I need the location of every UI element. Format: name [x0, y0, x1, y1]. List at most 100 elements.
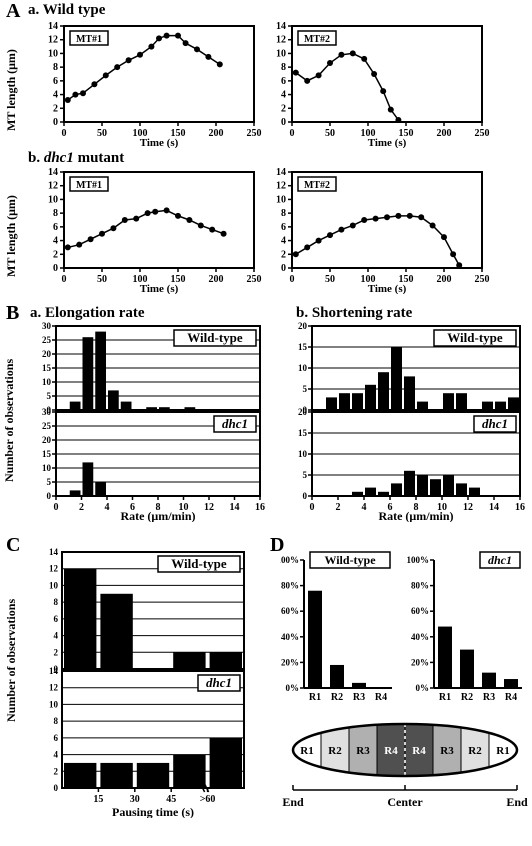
panel-a-sub-b-suffix: mutant: [74, 150, 124, 166]
svg-text:4: 4: [281, 236, 286, 247]
svg-text:0: 0: [281, 117, 286, 128]
svg-text:dhc1: dhc1: [206, 675, 232, 690]
panel-b-letter: B: [6, 302, 19, 325]
svg-text:80%: 80%: [411, 581, 429, 591]
svg-text:10: 10: [42, 377, 52, 387]
panel-a-sub-b-prefix: b.: [28, 150, 44, 166]
svg-text:8: 8: [54, 716, 59, 726]
svg-text:4: 4: [54, 631, 59, 641]
svg-text:14: 14: [230, 502, 240, 513]
panel-b-sub-a-label: a. Elongation rate: [30, 305, 145, 322]
svg-text:Time (s): Time (s): [140, 283, 179, 294]
svg-text:MT#1: MT#1: [76, 180, 102, 191]
svg-text:30: 30: [42, 322, 52, 331]
svg-text:2: 2: [336, 502, 341, 513]
svg-text:4: 4: [281, 90, 286, 101]
svg-text:R1: R1: [300, 745, 313, 757]
svg-text:50: 50: [97, 274, 107, 285]
figure-root: A a. Wild type MT length (μm) 0246810121…: [0, 0, 532, 846]
svg-text:15: 15: [42, 363, 52, 373]
svg-text:0: 0: [54, 502, 59, 513]
svg-text:5: 5: [303, 470, 308, 480]
svg-text:4: 4: [362, 502, 367, 513]
panel-a-dhc1-ylabel: MT length (μm): [4, 186, 19, 286]
svg-text:100%: 100%: [280, 555, 299, 565]
svg-text:4: 4: [54, 750, 59, 760]
svg-text:2: 2: [53, 103, 58, 114]
svg-text:50: 50: [325, 128, 335, 139]
svg-text:40%: 40%: [281, 632, 299, 642]
svg-text:R1: R1: [496, 745, 509, 757]
svg-text:Wild-type: Wild-type: [324, 553, 376, 567]
svg-text:0: 0: [47, 491, 52, 501]
svg-text:50: 50: [325, 274, 335, 285]
panel-a-letter: A: [6, 0, 20, 23]
svg-text:12: 12: [48, 181, 58, 192]
svg-text:Time (s): Time (s): [368, 137, 407, 148]
panel-a-wt-ylabel: MT length (μm): [4, 40, 19, 140]
svg-text:12: 12: [48, 35, 58, 46]
svg-text:80%: 80%: [281, 581, 299, 591]
panel-b-ylabel: Number of observations: [2, 335, 17, 505]
svg-text:dhc1: dhc1: [488, 553, 512, 567]
svg-text:12: 12: [204, 502, 214, 513]
panel-b-elong-charts: 051015202530Wild-type051015202530dhc1024…: [36, 322, 266, 522]
svg-text:0%: 0%: [286, 683, 300, 693]
svg-text:R2: R2: [468, 745, 482, 757]
svg-text:5: 5: [303, 384, 308, 394]
svg-text:20: 20: [42, 349, 52, 359]
svg-text:250: 250: [475, 128, 490, 139]
svg-text:2: 2: [281, 103, 286, 114]
svg-text:2: 2: [53, 249, 58, 260]
svg-text:5: 5: [47, 391, 52, 401]
svg-text:25: 25: [42, 335, 52, 345]
svg-text:15: 15: [42, 449, 52, 459]
svg-text:100%: 100%: [407, 555, 430, 565]
svg-text:dhc1: dhc1: [482, 416, 508, 431]
svg-text:10: 10: [49, 699, 59, 709]
svg-text:14: 14: [49, 548, 59, 557]
svg-text:10: 10: [298, 449, 308, 459]
svg-text:15: 15: [298, 342, 308, 352]
svg-text:8: 8: [54, 597, 59, 607]
svg-text:20: 20: [298, 407, 308, 417]
svg-text:15: 15: [298, 428, 308, 438]
svg-text:R2: R2: [328, 745, 342, 757]
svg-text:Wild-type: Wild-type: [447, 330, 503, 345]
svg-text:50: 50: [97, 128, 107, 139]
svg-text:Time (s): Time (s): [140, 137, 179, 148]
svg-text:6: 6: [54, 733, 59, 743]
svg-text:Wild-type: Wild-type: [171, 556, 227, 571]
panel-b-short-charts: 05101520Wild-type05101520dhc102468101214…: [292, 322, 526, 522]
svg-text:10: 10: [276, 48, 286, 59]
svg-text:12: 12: [463, 502, 473, 513]
svg-text:Rate (μm/min): Rate (μm/min): [378, 509, 453, 522]
svg-text:6: 6: [53, 222, 58, 233]
svg-text:10: 10: [48, 48, 58, 59]
svg-text:25: 25: [42, 421, 52, 431]
svg-text:R3: R3: [356, 745, 370, 757]
svg-text:2: 2: [79, 502, 84, 513]
panel-c-ylabel: Number of observations: [4, 560, 19, 760]
svg-text:16: 16: [515, 502, 525, 513]
svg-text:R4: R4: [412, 745, 426, 757]
svg-text:0%: 0%: [416, 683, 430, 693]
panel-a-sub-b-label: b. dhc1 mutant: [28, 150, 124, 167]
svg-text:R2: R2: [331, 692, 343, 703]
svg-text:0: 0: [53, 117, 58, 128]
svg-text:R4: R4: [505, 692, 517, 703]
svg-text:20%: 20%: [411, 657, 429, 667]
svg-text:End: End: [282, 795, 304, 809]
panel-c-charts: 02468101214Wild-type02468101214dhc115304…: [40, 548, 250, 818]
svg-text:14: 14: [489, 502, 499, 513]
svg-text:6: 6: [281, 76, 286, 87]
svg-text:0: 0: [54, 783, 59, 793]
svg-text:15: 15: [93, 794, 103, 805]
svg-text:14: 14: [48, 168, 58, 178]
svg-text:R1: R1: [309, 692, 321, 703]
svg-text:0: 0: [53, 263, 58, 274]
svg-text:R2: R2: [461, 692, 473, 703]
svg-text:45: 45: [166, 794, 176, 805]
svg-text:40%: 40%: [411, 632, 429, 642]
svg-text:R3: R3: [483, 692, 495, 703]
